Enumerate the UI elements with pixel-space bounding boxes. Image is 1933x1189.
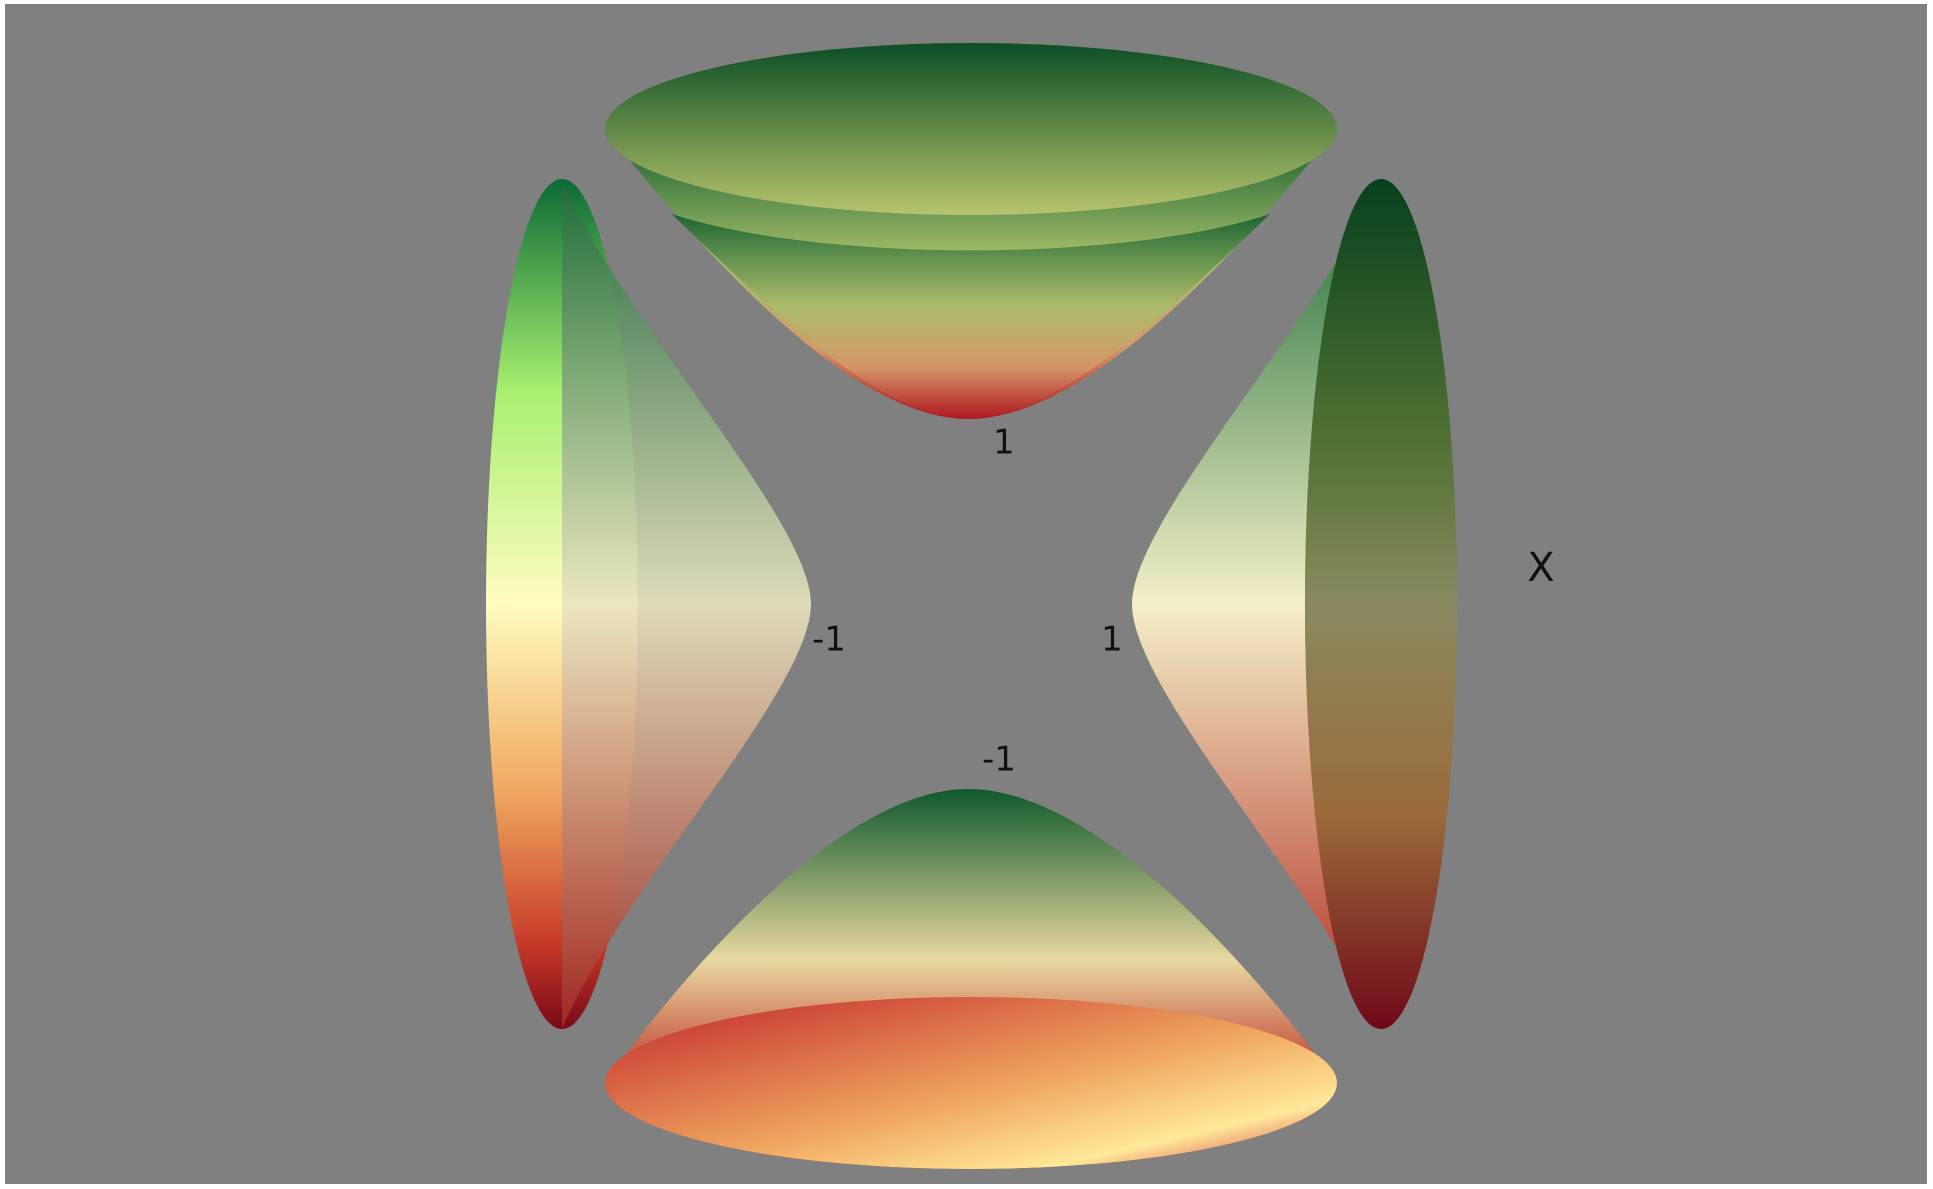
axis-label: X (1527, 545, 1554, 591)
surface-top-rim (605, 43, 1337, 215)
surface-top-inner (672, 214, 1270, 419)
tick-label: -1 (982, 740, 1016, 780)
tick-label: 1 (1101, 620, 1123, 660)
tick-label: 1 (993, 423, 1015, 463)
surface-right-cap (1305, 179, 1457, 1029)
surface-bottom-rim (605, 997, 1337, 1169)
surface-left (562, 179, 811, 1029)
tick-label: -1 (812, 620, 846, 660)
